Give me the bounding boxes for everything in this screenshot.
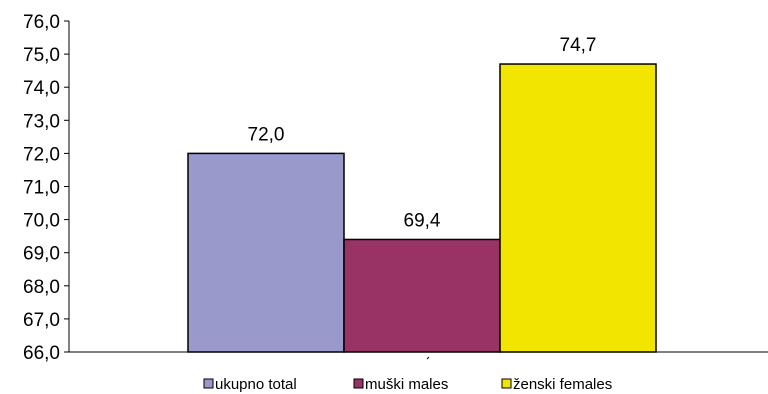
bars [187, 63, 657, 353]
axis-mark [426, 356, 430, 360]
bar-value-label: 74,7 [560, 35, 597, 56]
y-axis-ticks: 66,0 67,0 68,0 69,0 70,0 71,0 72,0 73,0 74,0 75,0… [23, 12, 69, 364]
data-labels: 72,0 69,4 74,7 [248, 35, 597, 231]
y-tick-label: 74,0 [23, 78, 60, 99]
legend-swatch [501, 378, 512, 389]
legend-swatch [353, 378, 364, 389]
y-tick-label: 66,0 [23, 343, 60, 364]
y-tick-label: 73,0 [23, 111, 60, 132]
bar-value-label: 72,0 [248, 124, 285, 145]
y-tick-label: 75,0 [23, 45, 60, 66]
legend-entry-label: ukupno total [215, 376, 297, 393]
bar [499, 63, 657, 353]
legend: ukupno total muški males ženski females [203, 376, 612, 393]
legend-entry-label: ženski females [513, 376, 612, 393]
y-tick-label: 76,0 [23, 12, 60, 33]
y-tick-label: 72,0 [23, 144, 60, 165]
y-tick-label: 70,0 [23, 211, 60, 232]
y-tick-label: 68,0 [23, 277, 60, 298]
y-tick-label: 71,0 [23, 178, 60, 199]
bar [187, 152, 345, 353]
bar [343, 238, 501, 353]
y-tick-label: 69,0 [23, 244, 60, 265]
legend-entry-label: muški males [365, 376, 448, 393]
bar-value-label: 69,4 [404, 210, 441, 231]
y-tick-label: 67,0 [23, 310, 60, 331]
legend-swatch [203, 378, 214, 389]
